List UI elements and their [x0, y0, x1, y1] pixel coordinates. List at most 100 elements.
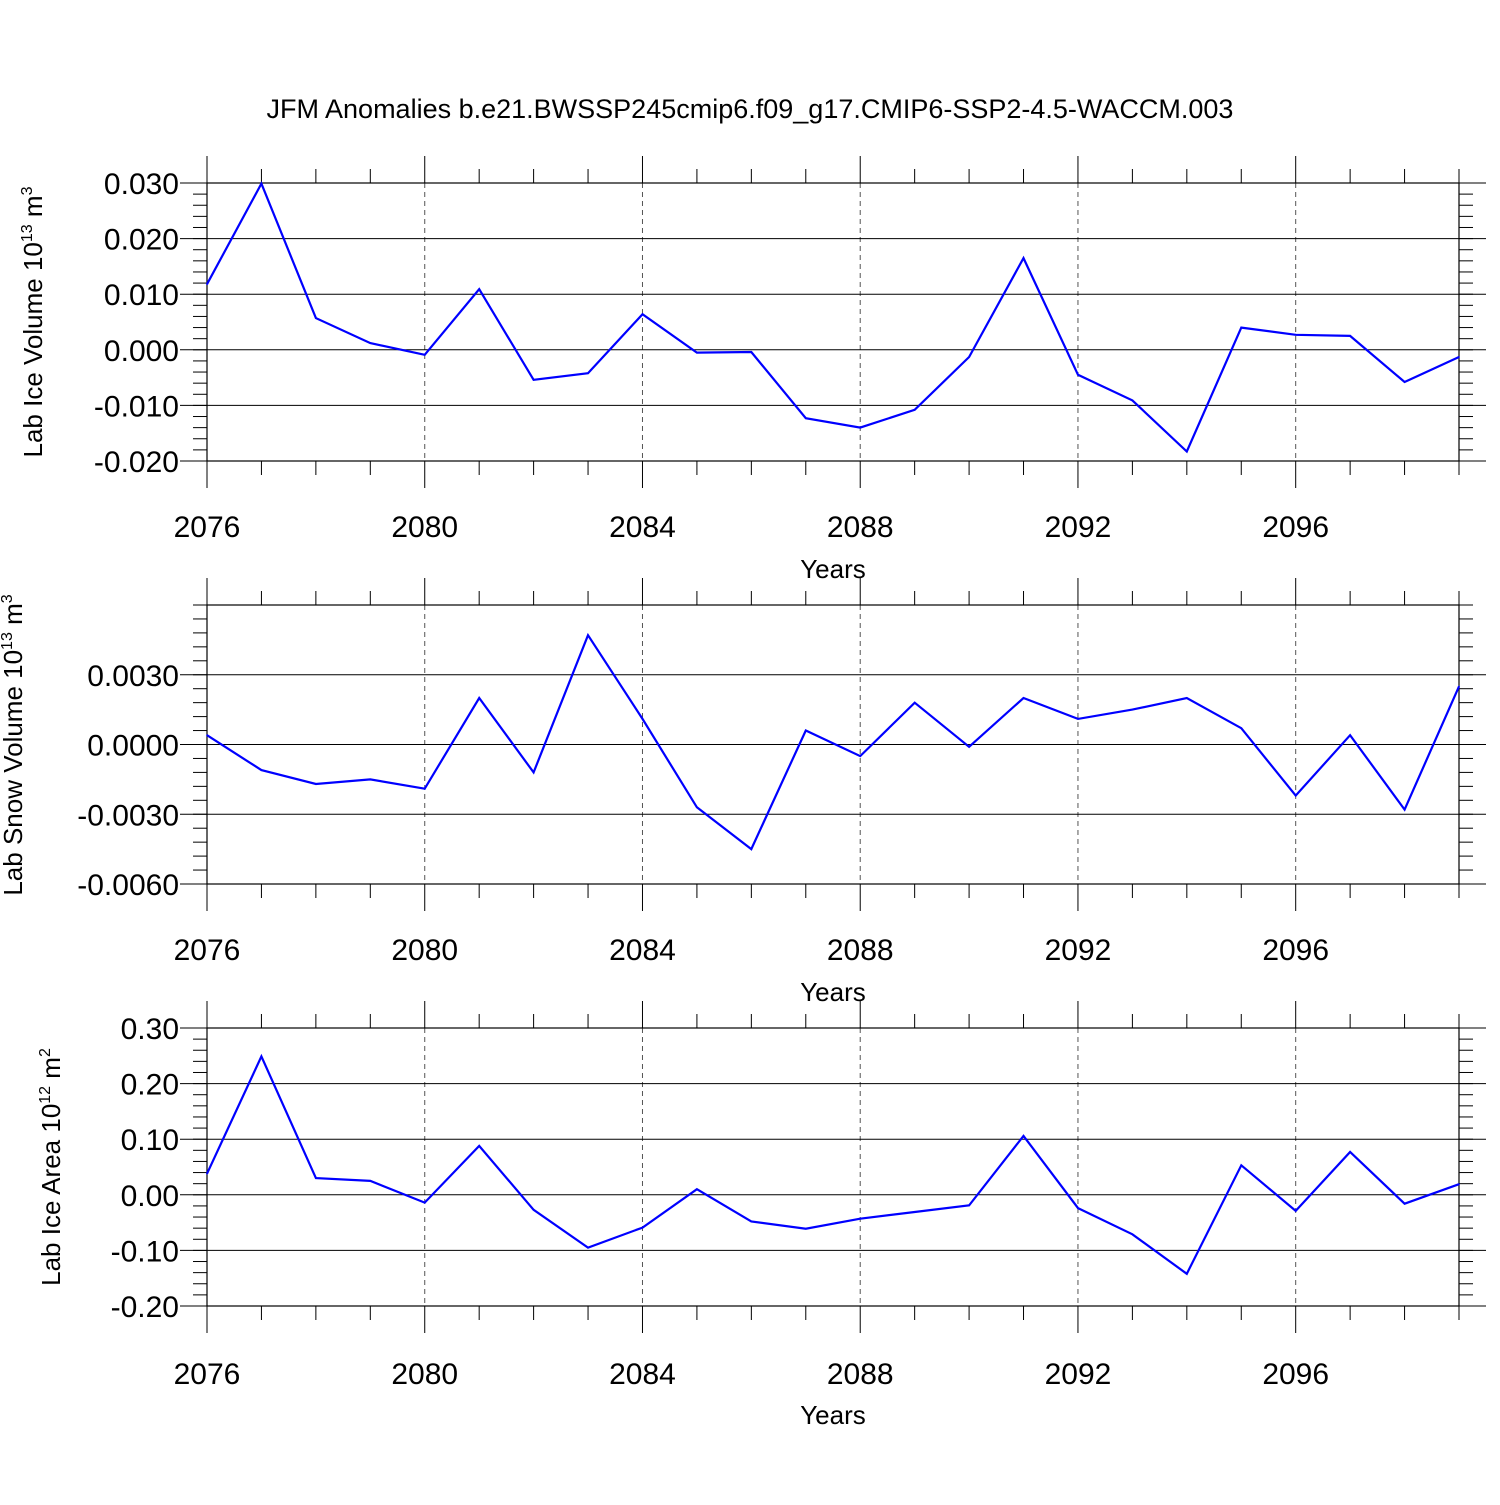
data-point: [1458, 1183, 1460, 1186]
panel-3: -0.20 -0.10 0.00 0.10 0.20 0.30 2076 2080 2084 20…: [36, 1001, 1486, 1430]
data-point: [1403, 1202, 1406, 1205]
x-tick-label: 2076: [174, 1358, 241, 1391]
data-point: [1240, 326, 1243, 329]
data-point: [1349, 734, 1351, 736]
data-point: [750, 1220, 753, 1223]
data-point: [968, 746, 970, 748]
data-point: [1240, 727, 1243, 730]
data-point: [587, 634, 589, 637]
data-point: [206, 283, 208, 285]
panel-2: -0.0060 -0.0030 0.0000 0.0030 2076 2080 2084 20…: [0, 578, 1486, 1007]
data-point: [1077, 1207, 1079, 1209]
data-point: [1240, 1164, 1243, 1167]
data-point: [750, 848, 753, 850]
x-tick-label: 2084: [609, 1358, 676, 1391]
data-point: [1403, 808, 1406, 811]
data-point: [1186, 697, 1188, 699]
data-point: [1077, 374, 1079, 376]
x-tick-label: 2076: [174, 511, 241, 544]
data-point: [260, 769, 263, 771]
y-tick-label: 0.30: [121, 1013, 179, 1046]
data-point: [1131, 1233, 1134, 1236]
data-point: [315, 317, 317, 319]
data-point: [913, 409, 916, 411]
data-point: [696, 1188, 698, 1191]
data-point: [1458, 356, 1460, 358]
x-axis-label: Years: [800, 1400, 866, 1430]
x-tick-label: 2092: [1045, 934, 1112, 967]
x-tick-label: 2084: [609, 511, 676, 544]
data-point: [1022, 257, 1025, 259]
data-point: [478, 288, 480, 290]
x-axis-label: Years: [800, 977, 866, 1007]
y-tick-label: 0.0000: [87, 730, 179, 763]
data-point: [696, 806, 698, 809]
y-tick-label: 0.010: [104, 279, 179, 312]
y-tick-label: 0.0030: [87, 660, 179, 693]
data-point: [260, 1055, 263, 1058]
y-tick-label: 0.10: [121, 1124, 179, 1157]
data-point: [369, 778, 372, 781]
y-tick-label: 0.030: [104, 168, 179, 201]
data-point: [1186, 1272, 1188, 1275]
y-tick-label: 0.00: [121, 1180, 179, 1213]
data-point: [641, 1226, 644, 1229]
panel-1: -0.020 -0.010 0.000 0.010 0.020 0.030 2076 2080…: [18, 156, 1486, 584]
data-point: [423, 787, 426, 790]
data-point: [696, 351, 698, 354]
data-point: [369, 1180, 372, 1182]
data-point: [1077, 718, 1079, 720]
y-tick-label: 0.000: [104, 335, 179, 368]
data-point: [859, 426, 862, 429]
data-point: [315, 783, 317, 785]
data-point: [423, 1201, 426, 1204]
data-point: [478, 1145, 480, 1147]
y-axis-label: Lab Ice Volume 1013 m3: [18, 186, 48, 457]
data-point: [1131, 399, 1134, 402]
y-tick-label: 0.020: [104, 224, 179, 257]
data-point: [804, 729, 807, 732]
x-tick-label: 2076: [174, 934, 241, 967]
data-point: [1403, 381, 1406, 383]
data-point: [532, 1209, 535, 1211]
series-line: [206, 1053, 1460, 1276]
y-tick-label: -0.010: [94, 390, 179, 423]
data-point: [913, 701, 916, 704]
x-tick-label: 2088: [827, 1358, 894, 1391]
x-tick-label: 2096: [1262, 934, 1329, 967]
y-tick-label: -0.10: [111, 1235, 179, 1268]
plot-frame: [206, 182, 1460, 462]
y-tick-label: -0.020: [94, 446, 179, 479]
data-point: [859, 1217, 862, 1220]
data-point: [206, 734, 208, 736]
data-point: [587, 1246, 589, 1249]
data-point: [1294, 794, 1297, 797]
x-tick-label: 2080: [391, 511, 458, 544]
plot-frame: [206, 604, 1460, 885]
data-point: [423, 354, 426, 356]
x-tick-label: 2088: [827, 511, 894, 544]
data-point: [1349, 1151, 1351, 1153]
data-point: [478, 697, 480, 699]
plot-frame: [206, 1027, 1460, 1307]
x-tick-label: 2096: [1262, 511, 1329, 544]
data-point: [369, 342, 372, 344]
data-point: [315, 1177, 317, 1179]
x-tick-label: 2084: [609, 934, 676, 967]
data-point: [1458, 685, 1460, 688]
x-tick-label: 2088: [827, 934, 894, 967]
x-tick-label: 2092: [1045, 1358, 1112, 1391]
x-tick-label: 2080: [391, 934, 458, 967]
data-point: [1131, 708, 1134, 711]
data-point: [206, 1172, 208, 1175]
x-tick-label: 2080: [391, 1358, 458, 1391]
x-tick-label: 2096: [1262, 1358, 1329, 1391]
data-point: [968, 356, 970, 358]
y-axis-label: Lab Ice Area 1012 m2: [36, 1048, 66, 1286]
y-tick-label: -0.0030: [77, 799, 179, 832]
data-point: [260, 182, 263, 185]
data-point: [804, 1227, 807, 1230]
data-point: [641, 718, 644, 720]
data-point: [641, 313, 644, 316]
